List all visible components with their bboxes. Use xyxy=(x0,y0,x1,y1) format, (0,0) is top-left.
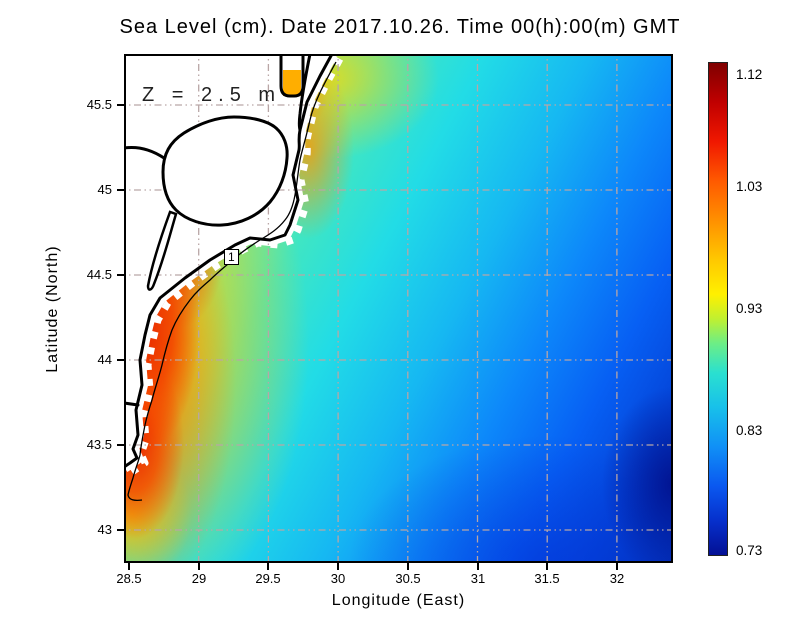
depth-annotation: Z = 2.5 m xyxy=(142,84,282,106)
colorbar-tick-label: 0.83 xyxy=(736,423,763,438)
map-plot-area: Z = 2.5 m 1 xyxy=(124,54,673,563)
y-tick-label: 43.5 xyxy=(86,437,112,452)
delta-lagoon-outline xyxy=(279,54,305,98)
y-axis-tick xyxy=(117,104,124,106)
lagoon-outline xyxy=(161,115,289,227)
x-tick-label: 29.5 xyxy=(255,571,281,586)
x-tick-label: 31.5 xyxy=(534,571,560,586)
y-axis-title: Latitude (North) xyxy=(44,245,61,373)
x-axis-tick xyxy=(616,563,618,570)
x-tick-label: 28.5 xyxy=(116,571,142,586)
colorbar-tick-label: 1.03 xyxy=(736,179,763,194)
coastline xyxy=(124,54,334,469)
x-tick-label: 29 xyxy=(191,571,207,586)
colorbar-tick-label: 0.93 xyxy=(736,301,763,316)
lagoon-tail-outline xyxy=(146,210,178,291)
y-axis-tick xyxy=(117,359,124,361)
contour-label: 1 xyxy=(224,249,239,265)
border-segment-north xyxy=(124,146,166,160)
x-axis-tick xyxy=(546,563,548,570)
x-tick-label: 32 xyxy=(609,571,625,586)
x-axis-title: Longitude (East) xyxy=(331,592,466,609)
colorbar-tick-label: 0.73 xyxy=(736,543,763,558)
y-tick-label: 44 xyxy=(97,352,112,367)
x-axis-tick xyxy=(477,563,479,570)
x-axis-tick xyxy=(407,563,409,570)
y-tick-label: 45.5 xyxy=(86,97,112,112)
y-tick-label: 43 xyxy=(97,522,112,537)
x-tick-label: 30.5 xyxy=(395,571,421,586)
y-axis-tick xyxy=(117,444,124,446)
plot-frame xyxy=(124,54,673,563)
x-tick-label: 31 xyxy=(470,571,486,586)
danube-channel-line xyxy=(297,54,312,132)
colorbar xyxy=(708,62,728,556)
x-axis-tick xyxy=(337,563,339,570)
map-canvas xyxy=(124,54,673,563)
contour-line-1 xyxy=(127,61,337,501)
gridlines xyxy=(124,54,673,563)
x-axis-tick xyxy=(128,563,130,570)
x-tick-label: 30 xyxy=(330,571,346,586)
y-tick-label: 44.5 xyxy=(86,267,112,282)
x-axis-tick xyxy=(198,563,200,570)
y-axis-tick xyxy=(117,189,124,191)
y-axis-tick xyxy=(117,529,124,531)
border-segment-south xyxy=(124,401,140,407)
delta-lagoon-water xyxy=(283,70,301,96)
y-axis-tick xyxy=(117,274,124,276)
x-axis-tick xyxy=(267,563,269,570)
y-tick-label: 45 xyxy=(97,182,112,197)
figure-title: Sea Level (cm). Date 2017.10.26. Time 00… xyxy=(119,16,681,38)
colorbar-tick-label: 1.12 xyxy=(736,67,763,82)
